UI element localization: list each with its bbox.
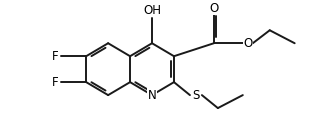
Text: O: O [209,2,219,15]
Text: S: S [192,89,200,102]
Text: F: F [52,50,59,63]
Text: N: N [148,89,156,102]
Text: F: F [52,76,59,89]
Text: O: O [243,37,252,50]
Text: OH: OH [143,4,161,17]
